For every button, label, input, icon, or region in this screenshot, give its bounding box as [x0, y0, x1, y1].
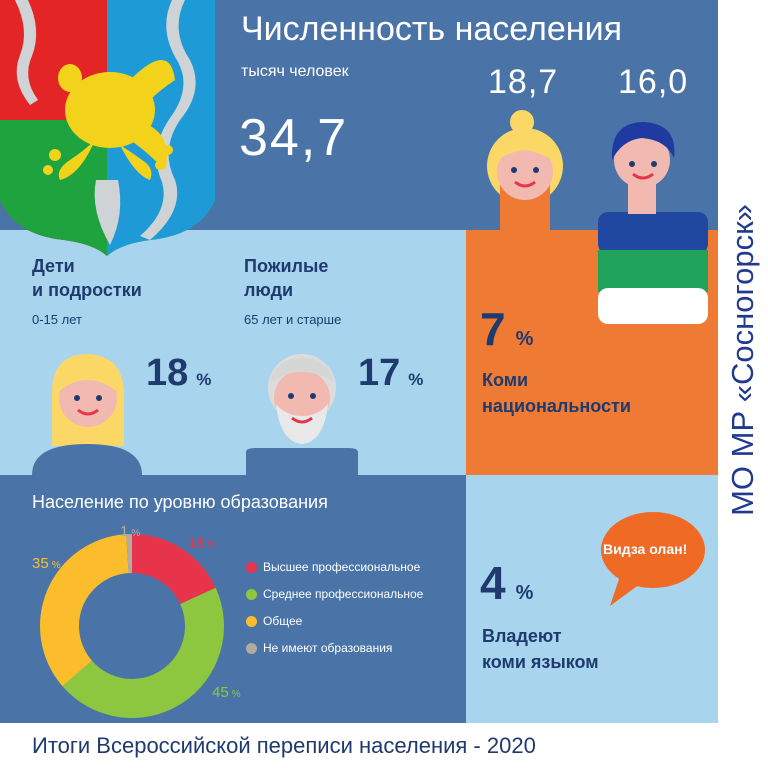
komi-label-line1: Коми — [482, 370, 529, 390]
elderly-percent: 17% — [358, 352, 423, 395]
language-label-line1: Владеют — [482, 626, 562, 646]
language-percent: 4% — [480, 556, 533, 610]
legend-dot-none-icon — [246, 642, 257, 654]
speech-bubble-icon — [601, 512, 705, 606]
legend-label-general: Общее — [263, 614, 303, 628]
legend-item-higher: Высшее профессиональное — [246, 560, 420, 574]
slice-higher — [132, 534, 216, 604]
legend-dot-secondary-icon — [246, 588, 257, 600]
language-percent-value: 4 — [480, 557, 506, 609]
female-value: 18,7 — [488, 63, 559, 101]
children-title-line2: и подростки — [32, 280, 142, 300]
children-age: 0-15 лет — [32, 312, 82, 327]
side-title-container: МО МР «Сосногорск» — [718, 0, 768, 723]
elderly-title-line1: Пожилые — [244, 256, 329, 276]
speech-bubble-text: Видза олан! — [603, 541, 688, 557]
male-figure-icon — [598, 122, 708, 324]
language-label-line2: коми языком — [482, 652, 599, 672]
legend-dot-general-icon — [246, 615, 257, 627]
elderly-percent-value: 17 — [358, 352, 401, 394]
data-label-none: 1% — [120, 523, 140, 540]
page-title: Численность населения — [241, 10, 622, 48]
komi-percent-sign: % — [515, 328, 534, 350]
education-donut-chart: 18 % 45 % 35 % 1% — [32, 523, 241, 718]
slice-general — [39, 534, 129, 687]
data-label-higher: 18% — [188, 535, 217, 552]
elderly-figure-icon — [246, 354, 358, 475]
legend-dot-higher-icon — [246, 561, 257, 573]
legend-label-higher: Высшее профессиональное — [263, 560, 421, 574]
legend-item-secondary: Среднее профессиональное — [246, 587, 423, 601]
chart-title: Население по уровню образования — [32, 492, 328, 512]
footer-caption: Итоги Всероссийской переписи населения -… — [32, 733, 536, 758]
slice-secondary — [62, 587, 225, 718]
population-total: 34,7 — [239, 109, 349, 167]
data-label-secondary: 45% — [212, 684, 241, 701]
coat-of-arms-emblem — [0, 0, 215, 256]
slice-none — [126, 534, 132, 574]
legend-label-secondary: Среднее профессиональное — [263, 587, 424, 601]
komi-label-line2: национальности — [482, 396, 631, 416]
children-percent-sign: % — [196, 370, 212, 389]
elderly-age: 65 лет и старше — [244, 312, 342, 327]
population-unit: тысяч человек — [241, 63, 349, 80]
komi-percent: 7% — [480, 302, 533, 356]
child-figure-icon — [32, 354, 142, 475]
male-value: 16,0 — [618, 63, 689, 101]
elderly-percent-sign: % — [408, 370, 424, 389]
komi-percent-value: 7 — [480, 303, 506, 355]
language-percent-sign: % — [515, 582, 534, 604]
children-percent: 18% — [146, 352, 211, 395]
elderly-title-line2: люди — [244, 280, 294, 300]
data-label-general: 35% — [32, 555, 61, 572]
legend-item-general: Общее — [246, 614, 302, 628]
children-title-line1: Дети — [32, 256, 75, 276]
legend-label-none: Не имеют образования — [263, 641, 393, 655]
side-title: МО МР «Сосногорск» — [725, 204, 760, 516]
children-percent-value: 18 — [146, 352, 189, 394]
female-figure-icon — [487, 110, 563, 230]
legend-item-none: Не имеют образования — [246, 641, 392, 655]
